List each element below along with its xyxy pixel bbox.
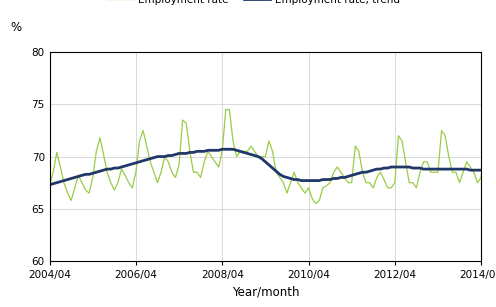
Employment rate — [312, 202, 318, 205]
Employment rate, trend — [173, 153, 179, 156]
Employment rate, trend — [291, 178, 297, 181]
Employment rate, trend — [248, 153, 254, 156]
Employment rate — [47, 184, 53, 188]
Employment rate — [295, 181, 301, 185]
Employment rate, trend — [414, 166, 420, 170]
X-axis label: Year/month: Year/month — [232, 286, 299, 298]
Employment rate — [384, 186, 390, 190]
Employment rate — [201, 160, 207, 164]
Employment rate, trend — [392, 165, 398, 169]
Employment rate — [374, 176, 380, 179]
Employment rate — [223, 108, 229, 111]
Line: Employment rate, trend: Employment rate, trend — [50, 149, 496, 185]
Text: %: % — [10, 21, 21, 34]
Line: Employment rate: Employment rate — [50, 110, 496, 204]
Employment rate — [320, 186, 326, 190]
Employment rate, trend — [47, 183, 53, 187]
Legend: Employment rate, Employment rate, trend: Employment rate, Employment rate, trend — [107, 0, 400, 5]
Employment rate, trend — [219, 147, 225, 151]
Employment rate, trend — [356, 171, 362, 175]
